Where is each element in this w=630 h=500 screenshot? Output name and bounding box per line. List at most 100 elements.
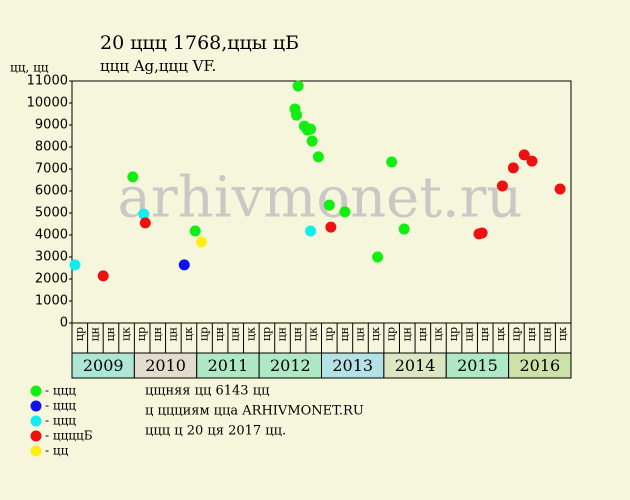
- x-tick-label: цн: [151, 327, 164, 341]
- legend-label: - ццццБ: [45, 429, 93, 443]
- x-tick-label: цр: [198, 327, 211, 341]
- point: [518, 149, 530, 161]
- watermark: arhivmonet.ru: [118, 166, 523, 231]
- x-tick-label: цн: [229, 327, 242, 341]
- point: [323, 199, 335, 211]
- y-tick-label: 10000: [27, 96, 68, 111]
- point: [398, 223, 410, 235]
- x-tick-label: цн: [291, 327, 304, 341]
- year-label: 2010: [145, 356, 186, 375]
- x-tick-label: цр: [73, 327, 86, 341]
- x-tick-label: цн: [400, 327, 413, 341]
- x-tick-label: цн: [353, 327, 366, 341]
- x-tick-label: цн: [88, 327, 101, 341]
- point: [507, 162, 519, 174]
- y-tick-label: 2000: [35, 272, 68, 287]
- legend-label: - цц: [45, 444, 69, 458]
- year-label: 2015: [457, 356, 498, 375]
- point: [292, 80, 304, 92]
- x-tick-label: цн: [463, 327, 476, 341]
- legend-label: - ццц: [45, 414, 76, 428]
- point: [189, 225, 201, 237]
- y-tick-label: 6000: [35, 184, 68, 199]
- point: [496, 180, 508, 192]
- point: [127, 171, 139, 183]
- note: цщняя цц 6143 цц: [145, 384, 269, 399]
- x-tick-label: цр: [322, 327, 335, 341]
- point: [139, 217, 151, 229]
- x-tick-label: цк: [182, 327, 195, 341]
- legend-label: - ццц: [45, 399, 76, 413]
- x-tick-label: цр: [509, 327, 522, 341]
- year-cell: [508, 352, 572, 379]
- point: [312, 151, 324, 163]
- y-tick-label: 1000: [35, 294, 68, 309]
- note: ццц ц 20 ця 2017 цц.: [145, 424, 286, 439]
- year-cell: [321, 352, 385, 379]
- point: [306, 135, 318, 147]
- y-tick-label: 9000: [35, 118, 68, 133]
- legend-label: - ццц: [45, 384, 76, 398]
- year-label: 2011: [208, 356, 249, 375]
- y-tick-label: 5000: [35, 206, 68, 221]
- x-tick-label: цк: [556, 327, 569, 341]
- point: [372, 251, 384, 263]
- y-axis-label: цц, цц: [10, 61, 49, 75]
- x-tick-label: цн: [525, 327, 538, 341]
- legend-marker: [30, 445, 42, 457]
- point: [554, 183, 566, 195]
- point: [69, 259, 81, 271]
- year-cell: [383, 352, 447, 379]
- x-tick-label: цн: [213, 327, 226, 341]
- year-label: 2012: [270, 356, 311, 375]
- y-tick-label: 0: [60, 316, 68, 331]
- y-tick-label: 7000: [35, 162, 68, 177]
- year-cell: [133, 352, 198, 379]
- point: [476, 227, 488, 239]
- point: [386, 156, 398, 168]
- chart-subtitle: ццц Ag,ццц VF.: [100, 57, 216, 75]
- year-label: 2016: [519, 356, 560, 375]
- y-tick-label: 3000: [35, 250, 68, 265]
- x-tick-label: цк: [494, 327, 507, 341]
- year-label: 2014: [395, 356, 436, 375]
- year-cell: [445, 352, 510, 379]
- chart-title: 20 ццц 1768,ццы цБ: [100, 32, 299, 54]
- point: [291, 109, 303, 121]
- x-tick-label: цк: [120, 327, 133, 341]
- point: [138, 208, 150, 220]
- y-tick-label: 11000: [27, 74, 68, 89]
- x-tick-label: цр: [135, 327, 148, 341]
- x-tick-label: цн: [541, 327, 554, 341]
- year-cell: [71, 352, 135, 379]
- point: [178, 259, 190, 271]
- x-tick-label: цр: [385, 327, 398, 341]
- year-label: 2013: [332, 356, 373, 375]
- x-tick-label: цн: [276, 327, 289, 341]
- point: [195, 236, 207, 248]
- legend-marker: [30, 415, 42, 427]
- x-tick-label: цн: [104, 327, 117, 341]
- legend-marker: [30, 385, 42, 397]
- point: [339, 206, 351, 218]
- x-tick-label: цк: [369, 327, 382, 341]
- point: [305, 123, 317, 135]
- x-tick-label: цн: [338, 327, 351, 341]
- x-tick-label: цн: [166, 327, 179, 341]
- y-tick-label: 4000: [35, 228, 68, 243]
- point: [97, 270, 109, 282]
- x-tick-label: цн: [478, 327, 491, 341]
- plot-frame: [71, 80, 572, 324]
- year-label: 2009: [83, 356, 124, 375]
- point: [305, 225, 317, 237]
- x-tick-label: цк: [244, 327, 257, 341]
- note: ц ццциям цца ARHIVMONET.RU: [145, 404, 364, 419]
- point: [526, 155, 538, 167]
- point: [325, 221, 337, 233]
- legend-marker: [30, 400, 42, 412]
- legend-marker: [30, 430, 42, 442]
- x-tick-label: цр: [447, 327, 460, 341]
- x-tick-label: цк: [431, 327, 444, 341]
